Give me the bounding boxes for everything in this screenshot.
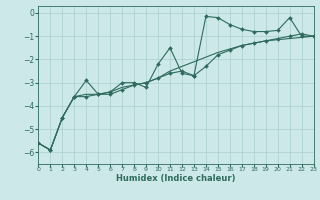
X-axis label: Humidex (Indice chaleur): Humidex (Indice chaleur) bbox=[116, 174, 236, 183]
